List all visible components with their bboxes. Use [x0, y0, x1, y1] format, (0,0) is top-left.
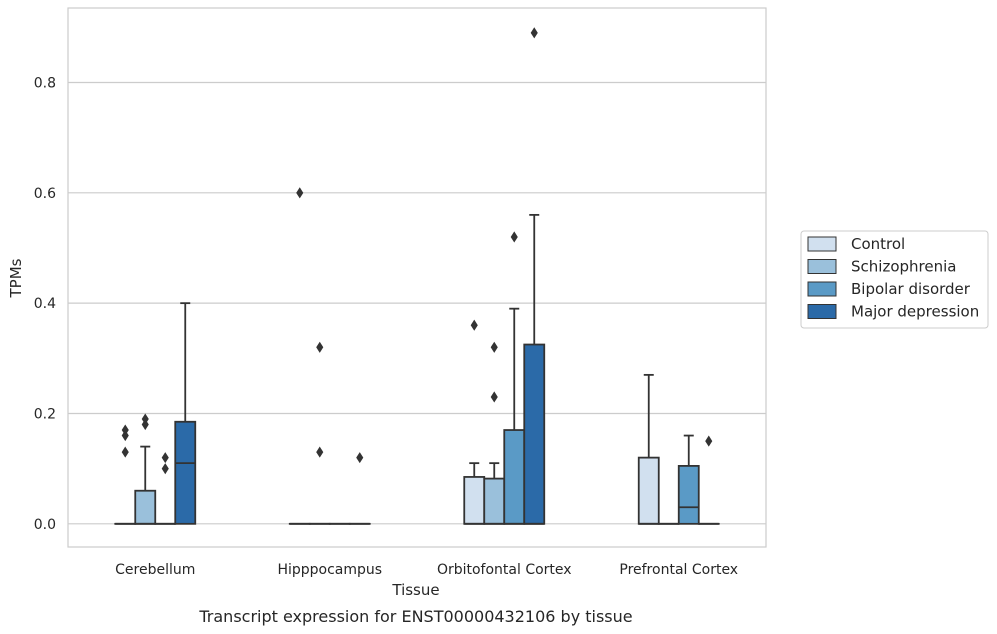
outlier-point: [470, 319, 478, 331]
box-body: [174, 420, 197, 525]
outlier-point: [356, 452, 364, 464]
y-tick-label: 0.6: [34, 186, 56, 202]
box-plot-1-1: [308, 341, 331, 525]
outlier-point: [530, 27, 538, 39]
outlier-point: [161, 463, 169, 475]
legend-label: Major depression: [851, 303, 979, 321]
box-body: [637, 456, 660, 525]
outlier-point: [141, 413, 149, 425]
outlier-point: [121, 424, 129, 436]
outlier-point: [161, 452, 169, 464]
box-plot-3-1: [348, 452, 371, 525]
box-body: [503, 429, 526, 525]
box-plot-3-3: [697, 435, 720, 525]
box-plot-0-1: [288, 187, 311, 525]
y-tick-label: 0.8: [34, 75, 56, 91]
legend-frame: [800, 230, 989, 329]
outlier-point: [296, 187, 304, 199]
legend-swatch: [807, 236, 837, 252]
plot-frame: [67, 7, 767, 548]
legend-swatch: [807, 259, 837, 274]
box-plot-2-2: [503, 231, 526, 525]
y-tick-labels: 0.0 0.2 0.4 0.6 0.8: [34, 75, 56, 532]
box-plot-0-2: [463, 319, 486, 525]
box-plot-0-0: [114, 424, 137, 525]
legend-swatch: [807, 281, 837, 297]
x-tick-label: Orbitofontal Cortex: [437, 562, 572, 578]
outlier-point: [490, 341, 498, 353]
y-tick-label: 0.0: [34, 517, 56, 533]
y-tick-label: 0.2: [34, 406, 56, 422]
legend-swatch: [807, 304, 837, 319]
outlier-point: [316, 446, 324, 458]
box-body: [677, 465, 700, 525]
x-tick-label: Hipppocampus: [277, 562, 382, 578]
box-body: [523, 343, 546, 525]
outlier-point: [705, 435, 713, 447]
outlier-point: [510, 231, 518, 243]
y-tick-label: 0.4: [34, 296, 56, 312]
outlier-point: [490, 391, 498, 403]
chart-caption: Transcript expression for ENST0000043210…: [198, 607, 632, 626]
box-plot-marks: [114, 27, 720, 525]
box-plot-3-2: [523, 27, 546, 525]
outlier-point: [316, 341, 324, 353]
box-plot-2-3: [677, 434, 700, 525]
box-plot-1-0: [134, 413, 157, 525]
legend: Control Schizophrenia Bipolar disorder Majo…: [800, 230, 989, 329]
box-plot-3-0: [174, 302, 197, 525]
x-tick-label: Prefrontal Cortex: [619, 562, 738, 578]
box-body: [483, 477, 506, 525]
y-axis-label: TPMs: [7, 258, 25, 298]
box-plot-0-3: [637, 373, 660, 525]
box-plot-2-0: [154, 452, 177, 525]
legend-label: Bipolar disorder: [851, 280, 971, 298]
outlier-point: [121, 446, 129, 458]
x-tick-label: Cerebellum: [115, 562, 195, 578]
legend-label: Schizophrenia: [851, 258, 956, 276]
box-plot-1-2: [483, 341, 506, 525]
x-axis-label: Tissue: [391, 581, 439, 599]
x-tick-labels: Cerebellum Hipppocampus Orbitofontal Corte…: [115, 562, 738, 578]
legend-label: Control: [851, 235, 905, 253]
grid-lines: [68, 81, 766, 525]
box-body: [134, 489, 157, 525]
box-body: [463, 476, 486, 525]
